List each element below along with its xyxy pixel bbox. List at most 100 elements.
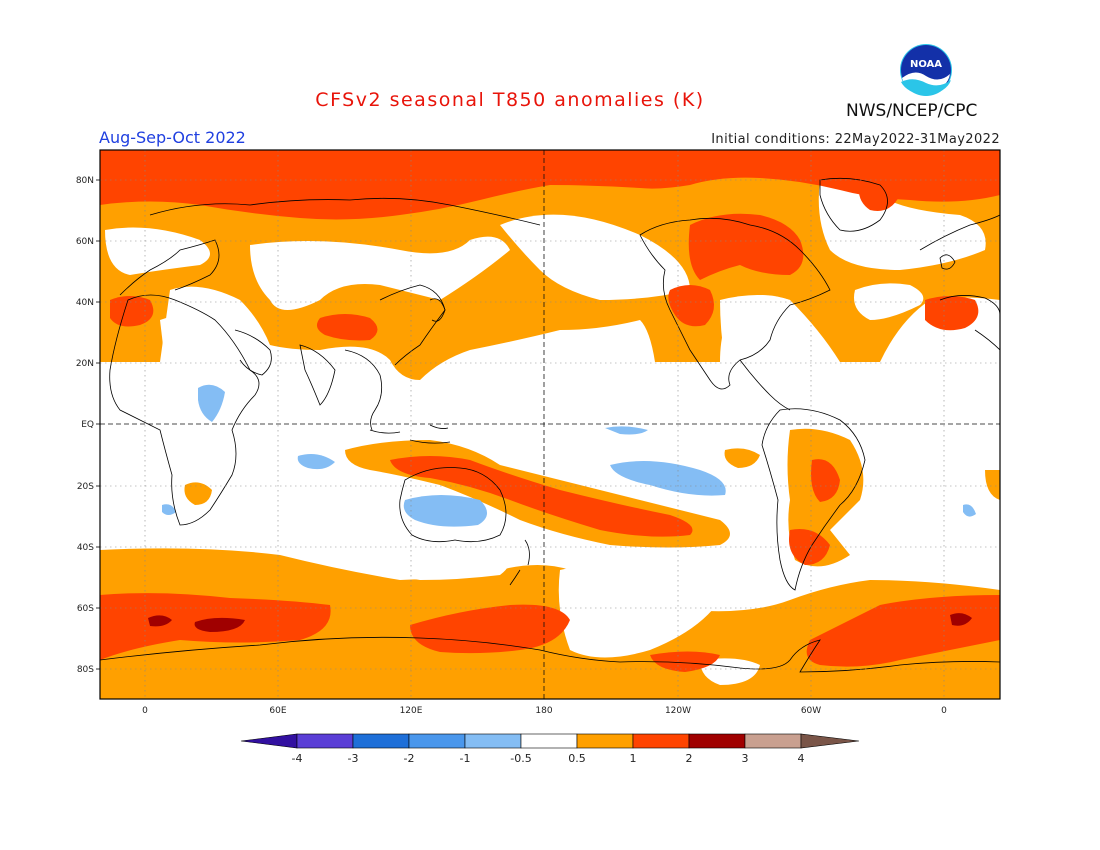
coastline-africa-right bbox=[939, 295, 1000, 351]
anomaly-amundsen-red bbox=[650, 651, 720, 672]
anomaly-pacific-orange-small bbox=[724, 448, 760, 468]
coastline-africa bbox=[109, 294, 260, 526]
anomaly-white-arabia bbox=[160, 314, 244, 362]
anomaly-southern-ocean-red-right bbox=[806, 595, 1000, 667]
reference-lines bbox=[100, 150, 1000, 699]
coastline-europe bbox=[119, 239, 220, 296]
lon-label-180: 180 bbox=[535, 706, 552, 716]
anomaly-west-africa-orange bbox=[985, 470, 1000, 500]
anomaly-dark-red-3 bbox=[950, 613, 972, 626]
anomaly-central-asia bbox=[316, 314, 378, 341]
lon-label-120e: 120E bbox=[400, 706, 423, 716]
anomaly-white-south-pacific bbox=[558, 563, 720, 658]
map-title: CFSv2 seasonal T850 anomalies (K) bbox=[315, 89, 705, 111]
agency-label: NWS/NCEP/CPC bbox=[846, 101, 978, 121]
colorbar-segment-below-minus4 bbox=[240, 733, 298, 749]
lat-label-eq: EQ bbox=[81, 420, 94, 430]
colorbar-label-05: 0.5 bbox=[568, 752, 586, 765]
lat-tick-marks bbox=[96, 179, 100, 670]
colorbar-segment-above-4 bbox=[800, 733, 860, 749]
anomaly-cool-eq-pacific bbox=[605, 426, 648, 435]
anomaly-white-eastern-us bbox=[720, 295, 794, 362]
colorbar-label-2: 2 bbox=[686, 752, 693, 765]
anomaly-fields bbox=[100, 150, 1000, 699]
colorbar-segment-1-2 bbox=[632, 733, 690, 749]
lon-label-0-left: 0 bbox=[142, 706, 148, 716]
coastline-india bbox=[299, 344, 336, 406]
colorbar-label-3: 3 bbox=[742, 752, 749, 765]
colorbar-segment-minus2-minus1 bbox=[408, 733, 466, 749]
colorbar-segment-2-3 bbox=[688, 733, 746, 749]
lon-label-60e: 60E bbox=[269, 706, 286, 716]
coastline-arabia bbox=[234, 329, 272, 376]
colorbar-label-minus05: -0.5 bbox=[510, 752, 531, 765]
colorbar-label-4: 4 bbox=[798, 752, 805, 765]
lat-label-60n: 60N bbox=[76, 237, 94, 247]
anomaly-greenland-red bbox=[858, 179, 900, 211]
colorbar-segment-minus3-minus2 bbox=[352, 733, 410, 749]
coastline-russia-north bbox=[149, 197, 541, 226]
lat-label-20s: 20S bbox=[77, 482, 94, 492]
colorbar-segment-minus4-minus3 bbox=[296, 733, 354, 749]
noaa-logo-icon: NOAA bbox=[900, 44, 952, 96]
lat-label-60s: 60S bbox=[77, 604, 94, 614]
anomaly-cool-australia bbox=[403, 495, 488, 527]
anomaly-cool-south-africa-right bbox=[963, 504, 976, 517]
coastline-australia bbox=[399, 467, 507, 543]
coastline-new-zealand bbox=[509, 539, 530, 586]
anomaly-white-siberia bbox=[250, 236, 510, 310]
colorbar-label-1: 1 bbox=[630, 752, 637, 765]
colorbar-segment-3-4 bbox=[744, 733, 802, 749]
colorbar-segment-white bbox=[520, 733, 578, 749]
colorbar-segment-05-1 bbox=[576, 733, 634, 749]
anomaly-dark-red-1 bbox=[148, 615, 172, 627]
anomaly-cool-east-pacific bbox=[610, 461, 726, 496]
coastline-se-asia bbox=[344, 349, 383, 431]
colorbar bbox=[240, 733, 860, 749]
anomaly-western-us bbox=[668, 285, 714, 327]
colorbar-segment-minus1-minus05 bbox=[464, 733, 522, 749]
colorbar-label-minus1: -1 bbox=[460, 752, 471, 765]
anomaly-tropical-south-red bbox=[390, 456, 693, 537]
coastline-north-america bbox=[639, 217, 831, 390]
coastline-europe-right bbox=[919, 214, 1000, 251]
noaa-logo-text: NOAA bbox=[910, 59, 942, 70]
lat-label-40n: 40N bbox=[76, 298, 94, 308]
lon-label-60w: 60W bbox=[801, 706, 821, 716]
anomaly-white-north-pacific bbox=[500, 214, 690, 300]
anomaly-argentina-red bbox=[789, 529, 830, 565]
colorbar-label-minus4: -4 bbox=[292, 752, 303, 765]
lon-label-0-right: 0 bbox=[941, 706, 947, 716]
lat-label-80s: 80S bbox=[77, 665, 94, 675]
colorbar-label-minus3: -3 bbox=[348, 752, 359, 765]
lat-label-40s: 40S bbox=[77, 543, 94, 553]
anomaly-cool-indian-ocean bbox=[297, 454, 335, 470]
coastline-uk bbox=[939, 254, 956, 270]
anomaly-cool-east-africa bbox=[198, 384, 225, 422]
coastline-antarctica bbox=[100, 636, 1000, 673]
lat-label-20n: 20N bbox=[76, 359, 94, 369]
initial-conditions-label: Initial conditions: 22May2022-31May2022 bbox=[711, 132, 1000, 147]
coastline-japan bbox=[429, 298, 446, 322]
anomaly-canada bbox=[688, 213, 804, 280]
anomaly-iberia-left bbox=[110, 296, 154, 327]
coastline-greenland bbox=[819, 177, 888, 232]
coastline-south-america bbox=[761, 408, 866, 591]
lon-label-120w: 120W bbox=[665, 706, 691, 716]
lat-label-80n: 80N bbox=[76, 176, 94, 186]
anomaly-white-atlantic bbox=[854, 283, 924, 320]
anomaly-cool-south-atlantic bbox=[162, 504, 176, 515]
anomaly-white-south-indian bbox=[345, 542, 510, 580]
graticule bbox=[100, 150, 1000, 699]
anomaly-dark-red-2 bbox=[194, 617, 245, 632]
colorbar-label-minus2: -2 bbox=[404, 752, 415, 765]
anomaly-south-america-red bbox=[811, 459, 840, 502]
anomaly-iberia-right bbox=[925, 296, 979, 331]
anomaly-white-europe bbox=[105, 227, 210, 275]
anomaly-arctic bbox=[100, 150, 1000, 220]
anomaly-east-africa-orange bbox=[184, 482, 212, 505]
anomaly-southern-ocean-red-mid bbox=[410, 604, 570, 654]
season-label: Aug-Sep-Oct 2022 bbox=[99, 128, 246, 147]
anomaly-white-greenland bbox=[818, 179, 986, 270]
